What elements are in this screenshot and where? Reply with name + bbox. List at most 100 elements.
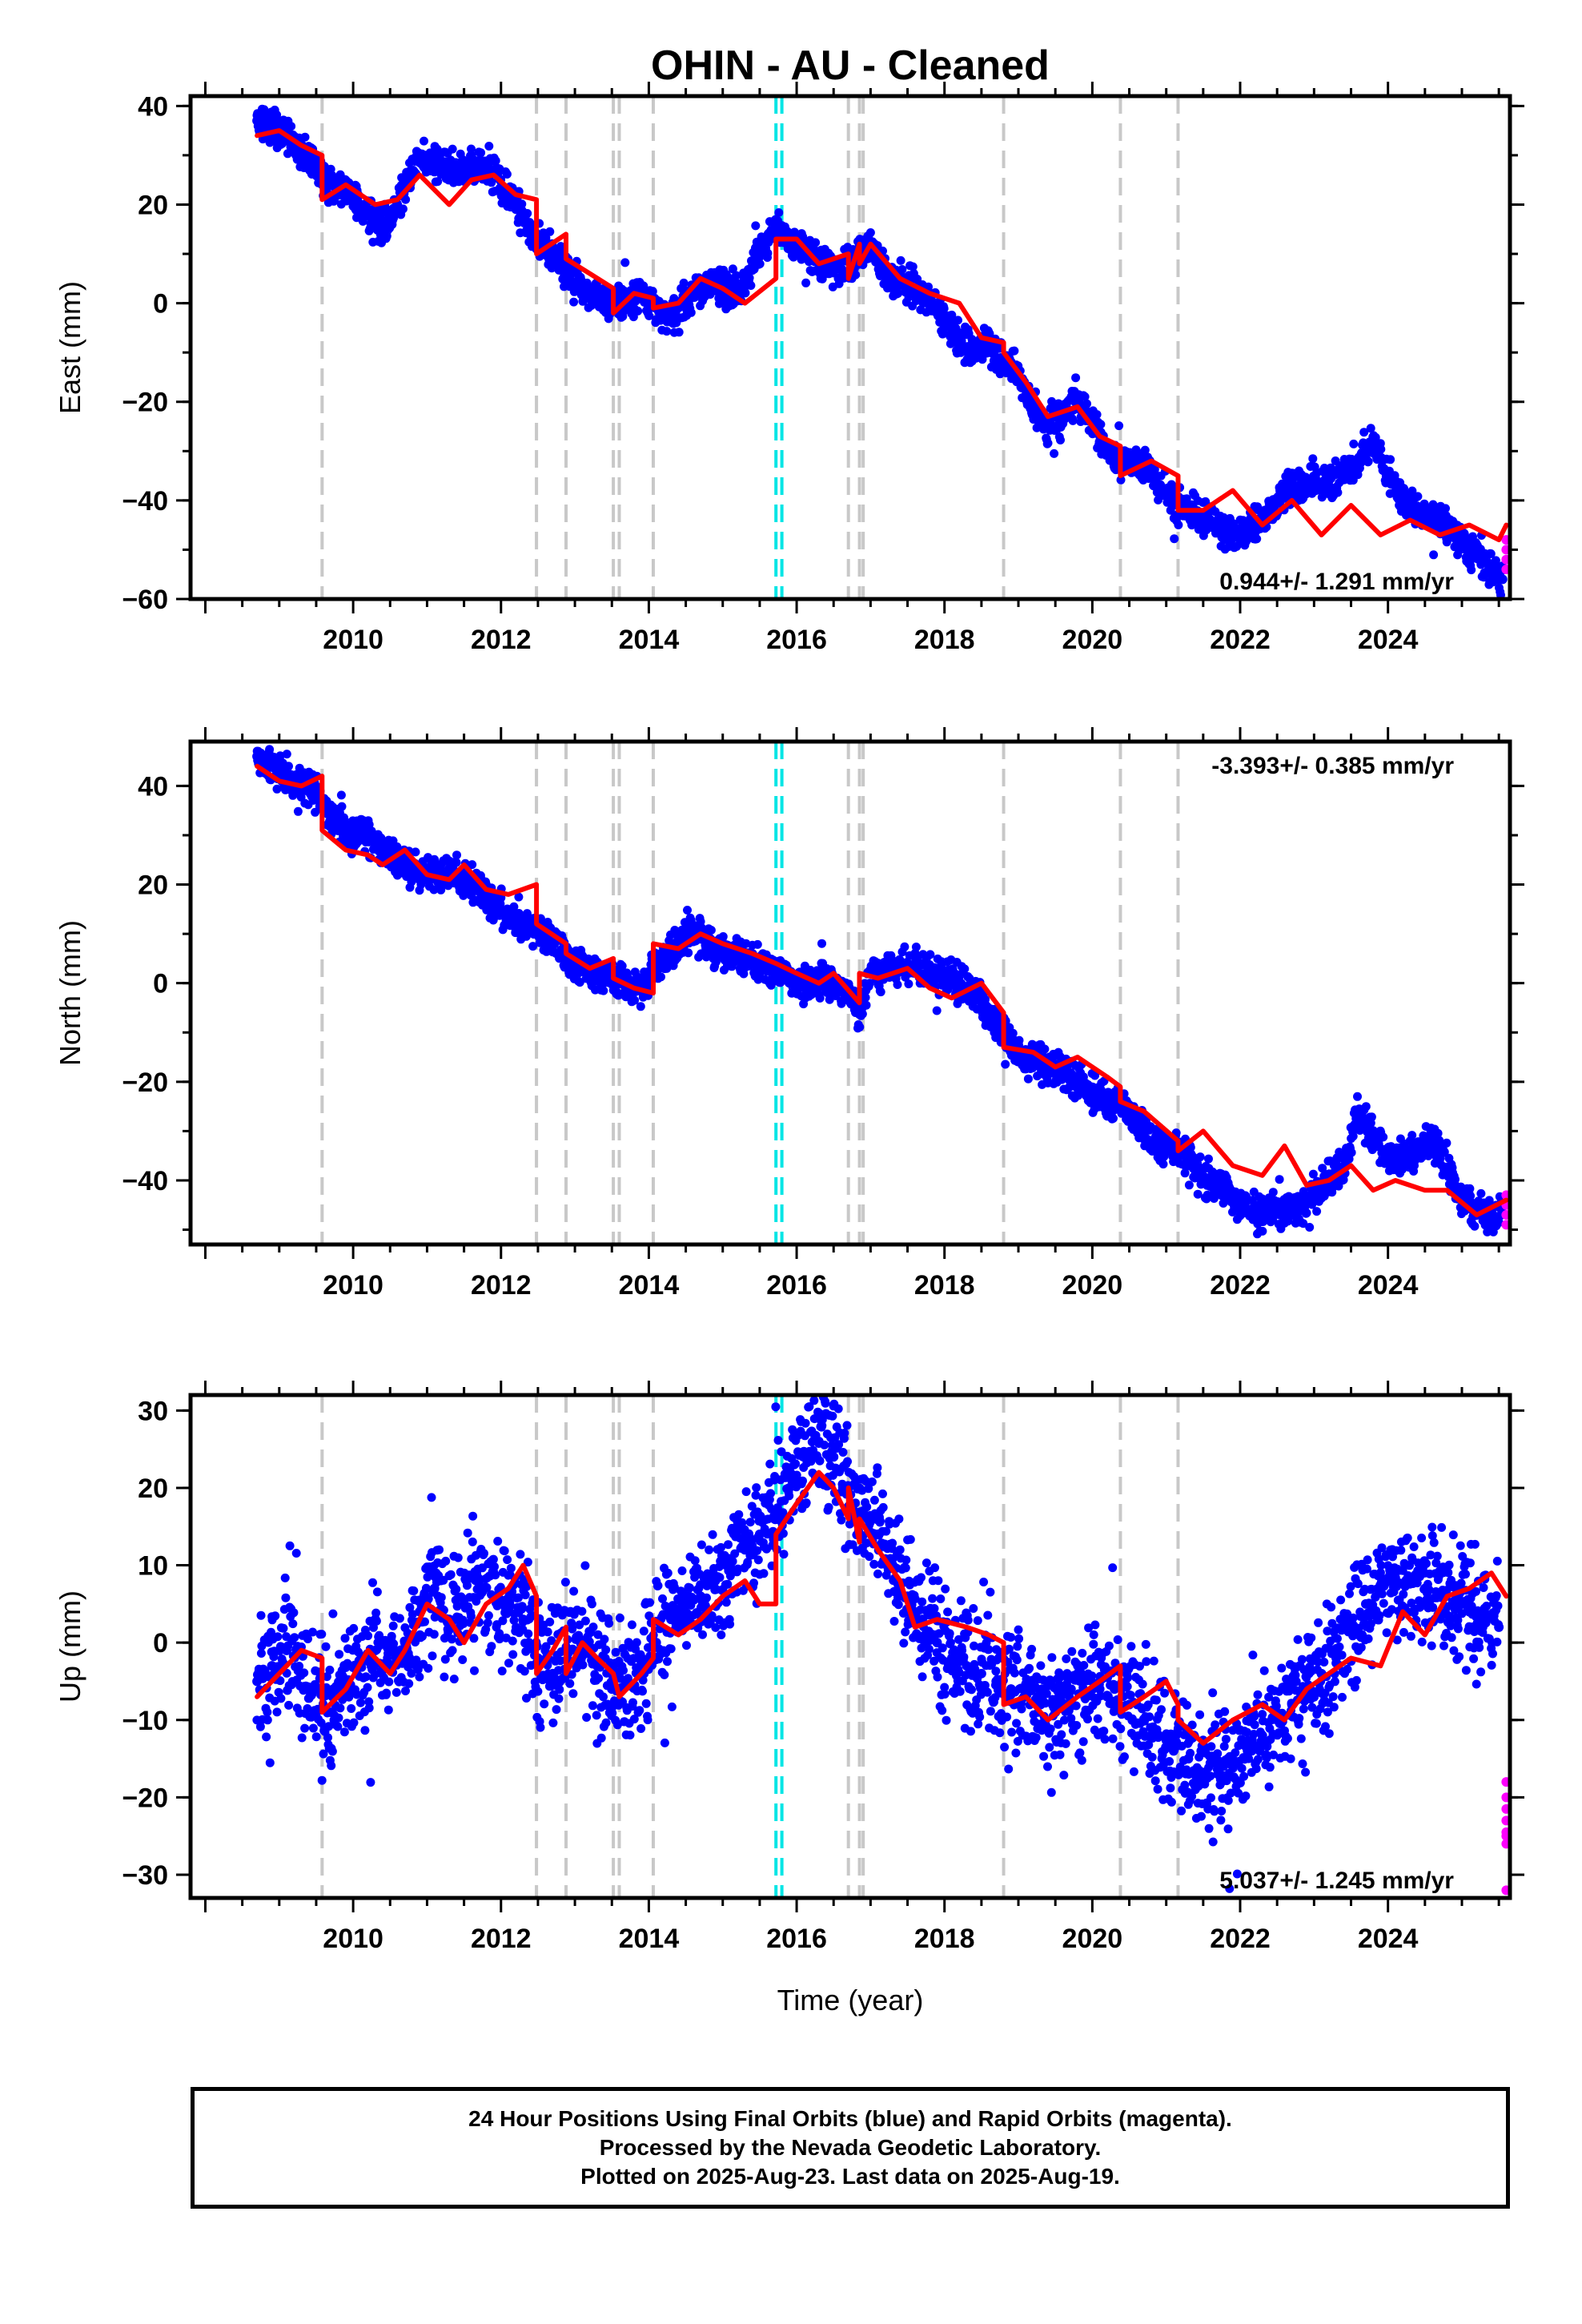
model-line [255,128,1509,543]
final-orbit-point [355,199,366,210]
final-orbit-point [399,204,408,214]
final-orbit-point [969,348,979,358]
final-orbit-point [452,850,461,860]
final-orbit-point [630,995,640,1005]
final-orbit-point [741,288,750,298]
final-orbit-point [865,979,874,988]
final-orbit-point [509,902,519,911]
final-orbit-point [1014,1035,1024,1045]
final-orbit-point [1467,565,1476,575]
final-orbit-point [861,993,870,1003]
final-orbit-point [960,964,970,974]
final-orbit-point [769,219,780,230]
final-orbit-point [1294,480,1304,491]
final-orbit-point [939,318,950,328]
final-orbit-point [415,150,425,160]
final-orbit-point [1486,549,1496,558]
final-orbit-point [1456,540,1467,550]
final-orbit-point [1441,504,1450,513]
final-orbit-point [911,943,921,951]
rapid-orbit-point [1501,565,1510,575]
final-orbit-point [984,343,994,352]
final-orbit-point [998,357,1009,368]
final-orbit-point [1497,574,1508,585]
rapid-orbit-point [1501,545,1510,555]
final-orbit-point [1047,396,1057,406]
y-tick-label: 0 [153,289,168,320]
final-orbit-point [674,328,684,337]
final-orbit-point [1363,456,1373,466]
final-orbit-point [575,978,584,987]
final-orbit-point [1427,515,1438,525]
final-orbit-point [1191,510,1201,521]
x-tick-label: 2014 [619,625,680,655]
final-orbit-point [502,170,512,179]
final-orbit-point [1092,410,1102,420]
final-orbit-point [401,195,411,204]
final-orbit-point [855,1023,865,1031]
final-orbit-point [1429,550,1439,560]
final-orbit-point [1071,373,1081,383]
final-orbit-point [1235,529,1246,540]
final-orbit-point [474,160,484,171]
plot-area [252,96,1510,599]
final-orbit-point [284,762,293,771]
final-orbit-point [444,165,455,175]
final-orbit-point [1082,399,1091,408]
x-tick-label: 2018 [914,625,975,655]
final-orbit-point [467,144,476,154]
final-orbit-point [621,992,631,1002]
final-orbit-point [754,249,765,259]
final-orbit-point [592,293,602,304]
final-orbit-point [300,132,310,142]
final-orbit-point [484,142,494,151]
x-tick-label: 2020 [1062,625,1123,655]
final-orbit-point [656,972,665,982]
final-orbit-point [1383,471,1393,481]
final-orbit-point [851,270,861,279]
final-orbit-point [1252,534,1262,544]
final-orbit-point [817,274,827,283]
final-orbit-point [728,264,737,274]
final-orbit-point [476,148,486,158]
final-orbit-point [686,308,696,317]
final-orbit-point [1068,416,1078,425]
final-orbit-point [751,221,761,231]
final-orbit-point [1080,392,1090,401]
final-orbit-point [1353,456,1363,466]
final-orbit-point [1220,525,1231,535]
final-orbit-point [518,214,528,224]
final-orbit-point [1114,421,1124,431]
final-orbit-point [792,243,802,254]
final-orbit-point [1413,492,1423,501]
final-orbit-point [287,122,296,131]
final-orbit-point [815,993,825,1003]
final-orbit-point [893,288,903,298]
final-orbit-point [981,995,990,1004]
final-orbit-point [1376,444,1386,454]
final-orbit-point [468,860,477,870]
y-tick-label: −40 [122,486,168,517]
final-orbit-point [1412,505,1423,516]
final-orbit-point [1042,421,1053,432]
final-orbit-point [811,238,821,247]
y-tick-label: −60 [122,585,168,615]
final-orbit-point [679,278,689,287]
final-orbit-point [1043,438,1053,448]
plot-area [252,742,1510,1244]
final-orbit-point [487,178,496,187]
final-orbit-point [1359,428,1369,437]
final-orbit-point [577,283,588,294]
final-orbit-point [1193,1189,1203,1199]
final-orbit-point [1472,549,1482,560]
final-orbit-point [789,227,799,237]
final-orbit-point [459,165,469,175]
final-orbit-point [436,885,446,895]
final-orbit-point [954,316,962,325]
panel-east: 2010 2012 2014 2016 2018 2020 2022 202440200−20… [54,82,1524,655]
final-orbit-point [639,281,648,291]
final-orbit-point [774,208,784,217]
final-orbit-point [265,138,275,147]
final-orbit-point [411,847,420,857]
final-orbit-point [865,228,875,237]
